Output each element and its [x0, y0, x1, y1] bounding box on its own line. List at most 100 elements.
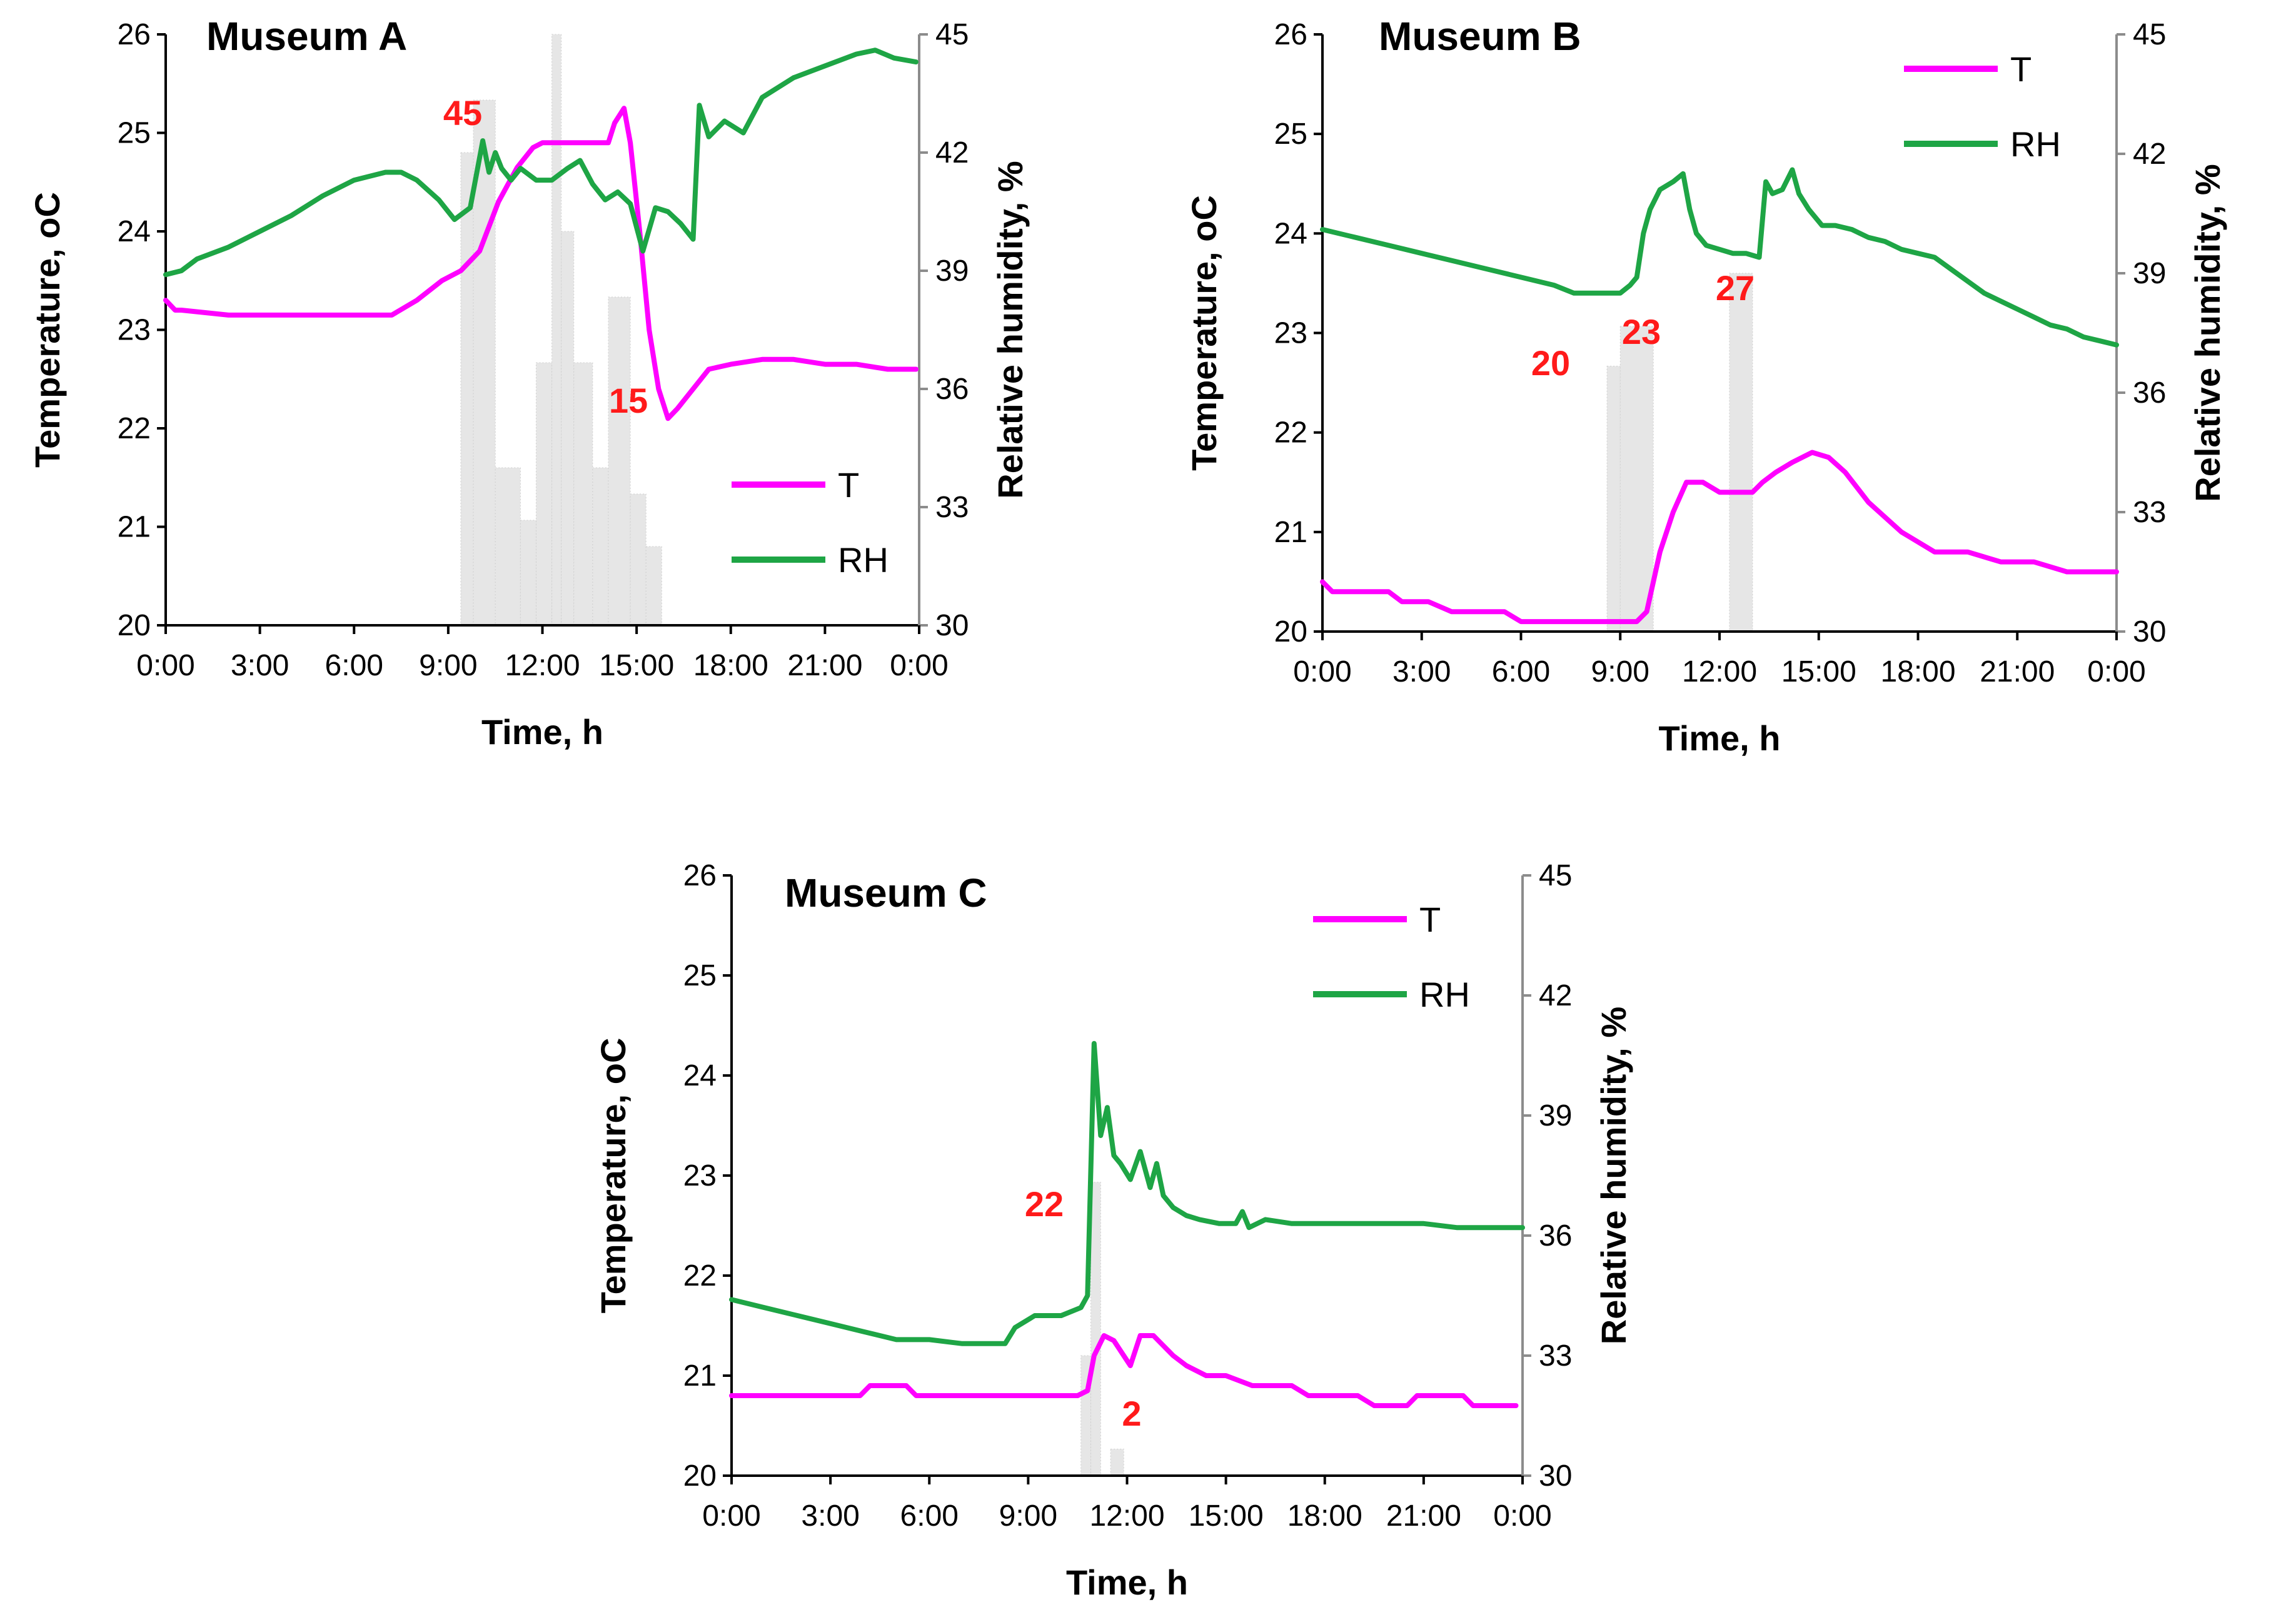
- legend-label: T: [838, 465, 859, 505]
- x-tick-label: 0:00: [1293, 655, 1351, 688]
- legend: T RH: [732, 465, 889, 580]
- x-tick-label: 0:00: [136, 649, 194, 682]
- legend-label: RH: [838, 540, 889, 580]
- x-tick-label: 18:00: [693, 649, 768, 682]
- y2-tick-label: 39: [935, 254, 969, 288]
- x-tick-label: 3:00: [231, 649, 289, 682]
- x-tick-label: 9:00: [999, 1499, 1057, 1533]
- y-tick-label: 26: [1274, 18, 1307, 51]
- y-tick-label: 22: [1274, 416, 1307, 450]
- y2-tick-label: 45: [935, 18, 969, 51]
- y-tick-label: 26: [118, 18, 151, 51]
- x-tick-label: 6:00: [325, 649, 383, 682]
- y-tick-label: 21: [683, 1359, 717, 1393]
- y-tick-label: 21: [1274, 516, 1307, 549]
- occupancy-bar: [1619, 326, 1654, 632]
- y2-tick-label: 45: [1539, 859, 1572, 892]
- annotation-label: 23: [1622, 312, 1661, 351]
- legend-label: T: [2010, 49, 2032, 89]
- occupancy-bar: [460, 152, 474, 626]
- annotation-label: 2: [1122, 1394, 1141, 1433]
- chart-title: Museum A: [206, 14, 407, 59]
- x-tick-label: 9:00: [419, 649, 477, 682]
- x-tick-label: 15:00: [1189, 1499, 1264, 1533]
- y-tick-label: 24: [683, 1059, 717, 1092]
- occupancy-bar: [520, 520, 536, 626]
- occupancy-bar: [645, 546, 662, 626]
- chart-panel-2: 20 21 22 23 24 25 26 30 33 36 39 42 45 0:00 3:00 6:00 9:…: [1184, 14, 2227, 758]
- x-tick-label: 21:00: [1386, 1499, 1461, 1533]
- y-tick-label: 22: [683, 1259, 717, 1292]
- occupancy-bars: [1080, 1182, 1124, 1476]
- y2-tick-label: 36: [2133, 376, 2166, 410]
- x-tick-label: 12:00: [505, 649, 580, 682]
- x-tick-label: 18:00: [1880, 655, 1955, 688]
- x-tick-label: 3:00: [801, 1499, 859, 1533]
- occupancy-bar: [592, 467, 609, 626]
- y-tick-label: 24: [118, 215, 151, 248]
- annotation-label: 45: [443, 93, 482, 133]
- y-tick-label: 20: [118, 609, 151, 642]
- x-tick-label: 6:00: [900, 1499, 959, 1533]
- y-tick-label: 25: [1274, 118, 1307, 151]
- x-tick-label: 0:00: [890, 649, 948, 682]
- x-tick-label: 12:00: [1682, 655, 1757, 688]
- legend-label: RH: [2010, 124, 2061, 164]
- y2-tick-label: 30: [1539, 1459, 1572, 1493]
- x-tick-label: 0:00: [702, 1499, 760, 1533]
- legend: T RH: [1313, 900, 1470, 1014]
- x-tick-label: 21:00: [787, 649, 862, 682]
- y2-tick-label: 42: [935, 136, 969, 169]
- y2-axis-title: Relative humidity, %: [990, 161, 1030, 498]
- series-line-rh: [163, 48, 919, 278]
- occupancy-bar: [1110, 1448, 1124, 1476]
- y2-tick-label: 33: [935, 491, 969, 524]
- y2-tick-label: 30: [2133, 615, 2166, 648]
- series-line-t: [163, 106, 919, 421]
- y2-tick-label: 33: [1539, 1339, 1572, 1373]
- x-tick-label: 21:00: [1980, 655, 2055, 688]
- occupancy-bar: [573, 362, 593, 626]
- x-axis-title: Time, h: [1658, 718, 1780, 758]
- chart-title: Museum B: [1379, 14, 1581, 59]
- y2-tick-label: 30: [935, 609, 969, 642]
- y2-tick-label: 33: [2133, 496, 2166, 529]
- series-line-rh: [1320, 167, 2119, 348]
- occupancy-bar: [473, 99, 496, 626]
- y-tick-label: 26: [683, 859, 717, 892]
- occupancy-bar: [1090, 1182, 1101, 1476]
- x-tick-label: 15:00: [1781, 655, 1856, 688]
- x-tick-label: 0:00: [1493, 1499, 1551, 1533]
- occupancy-bars: [460, 34, 662, 626]
- y-tick-label: 23: [1274, 317, 1307, 350]
- x-tick-label: 15:00: [599, 649, 674, 682]
- y2-axis-title: Relative humidity, %: [2188, 164, 2227, 501]
- y-axis-title: Temperature, oC: [28, 192, 67, 468]
- y2-tick-label: 36: [1539, 1219, 1572, 1252]
- x-axis-title: Time, h: [1066, 1563, 1188, 1602]
- occupancy-bar: [495, 467, 521, 626]
- occupancy-bar: [535, 362, 553, 626]
- series-line-t: [729, 1333, 1519, 1408]
- occupancy-bar: [1729, 273, 1753, 632]
- x-tick-label: 0:00: [2087, 655, 2145, 688]
- y2-tick-label: 39: [2133, 257, 2166, 290]
- y2-tick-label: 42: [1539, 979, 1572, 1012]
- chart-title: Museum C: [785, 870, 987, 915]
- y2-tick-label: 42: [2133, 138, 2166, 171]
- chart-panel-1: 20 21 22 23 24 25 26 30 33 36 39 42 45 0:00 3:00 6:00 9:…: [28, 14, 1030, 752]
- x-axis-title: Time, h: [481, 712, 603, 752]
- y2-tick-label: 39: [1539, 1099, 1572, 1132]
- occupancy-bar: [1606, 366, 1621, 632]
- y-tick-label: 23: [683, 1159, 717, 1192]
- y-tick-label: 23: [118, 314, 151, 347]
- y-tick-label: 20: [1274, 615, 1307, 648]
- legend: T RH: [1904, 49, 2061, 164]
- x-tick-label: 12:00: [1089, 1499, 1164, 1533]
- y2-tick-label: 45: [2133, 18, 2166, 51]
- series-line-rh: [729, 1040, 1525, 1346]
- y2-axis-title: Relative humidity, %: [1594, 1007, 1633, 1344]
- y2-tick-label: 36: [935, 373, 969, 406]
- legend-label: RH: [1419, 975, 1470, 1014]
